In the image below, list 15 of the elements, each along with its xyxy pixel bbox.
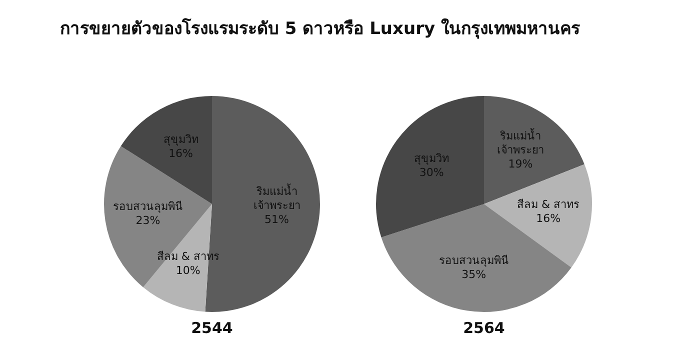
data-label: 23% bbox=[136, 214, 160, 227]
data-label: 35% bbox=[462, 268, 486, 281]
slice-label: สีลม & สาทร bbox=[156, 250, 220, 264]
text: 2544 bbox=[191, 318, 233, 337]
slice-label: ริมแม่น้ำเจ้าพระยา bbox=[496, 127, 544, 156]
chart-title: การขยายตัวของโรงแรมระดับ 5 ดาวหรือ Luxury ในกรุงเทพมหานคร bbox=[59, 17, 581, 41]
text: 2564 bbox=[463, 318, 505, 337]
data-label: 10% bbox=[176, 264, 200, 278]
slice-label: รอบสวนลุมพินี bbox=[438, 254, 509, 267]
slice-label: รอบสวนลุมพินี bbox=[113, 200, 183, 213]
slice-label: ริมแม่น้ำเจ้าพระยา bbox=[253, 182, 300, 212]
data-label: 51% bbox=[264, 212, 289, 226]
data-label: 19% bbox=[508, 157, 533, 170]
slice-label: สีลม & สาทร bbox=[517, 198, 580, 211]
data-label: 16% bbox=[536, 212, 561, 225]
